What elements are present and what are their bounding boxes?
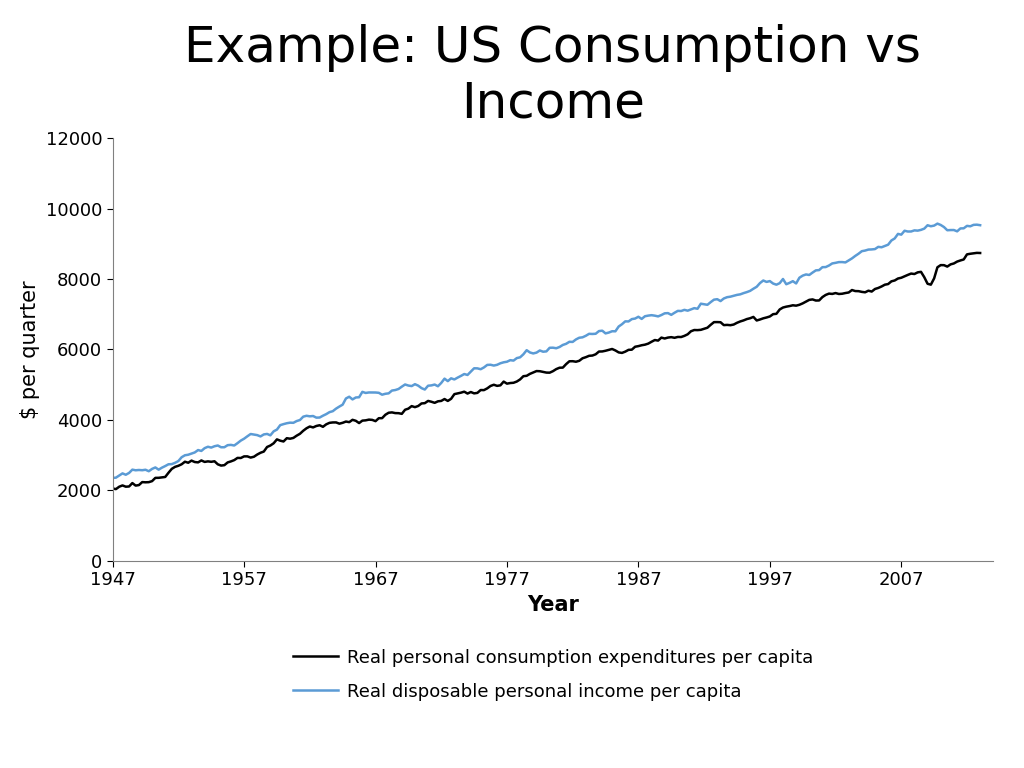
Real personal consumption expenditures per capita bbox=[914, 267, 927, 276]
Real disposable personal income per capita bbox=[106, 473, 119, 482]
Line: Real disposable personal income per capita: Real disposable personal income per capi… bbox=[113, 223, 980, 478]
Legend: Real personal consumption expenditures per capita, Real disposable personal inco: Real personal consumption expenditures p… bbox=[286, 641, 820, 708]
Real disposable personal income per capita bbox=[455, 371, 467, 380]
Real personal consumption expenditures per capita bbox=[971, 248, 983, 257]
X-axis label: Year: Year bbox=[527, 594, 579, 614]
Real personal consumption expenditures per capita bbox=[770, 310, 782, 319]
Line: Real personal consumption expenditures per capita: Real personal consumption expenditures p… bbox=[113, 253, 980, 489]
Real personal consumption expenditures per capita bbox=[925, 280, 937, 290]
Real disposable personal income per capita bbox=[922, 220, 934, 230]
Title: Example: US Consumption vs
Income: Example: US Consumption vs Income bbox=[184, 24, 922, 127]
Real disposable personal income per capita bbox=[974, 220, 986, 230]
Real personal consumption expenditures per capita bbox=[106, 484, 119, 493]
Real personal consumption expenditures per capita bbox=[974, 248, 986, 257]
Real disposable personal income per capita bbox=[636, 314, 648, 323]
Real personal consumption expenditures per capita bbox=[110, 485, 122, 494]
Real disposable personal income per capita bbox=[487, 361, 500, 370]
Real personal consumption expenditures per capita bbox=[639, 340, 651, 349]
Real disposable personal income per capita bbox=[767, 279, 779, 288]
Real personal consumption expenditures per capita bbox=[490, 381, 503, 390]
Real disposable personal income per capita bbox=[931, 219, 943, 228]
Real disposable personal income per capita bbox=[911, 226, 924, 235]
Real personal consumption expenditures per capita bbox=[458, 387, 470, 396]
Y-axis label: $ per quarter: $ per quarter bbox=[20, 280, 40, 419]
